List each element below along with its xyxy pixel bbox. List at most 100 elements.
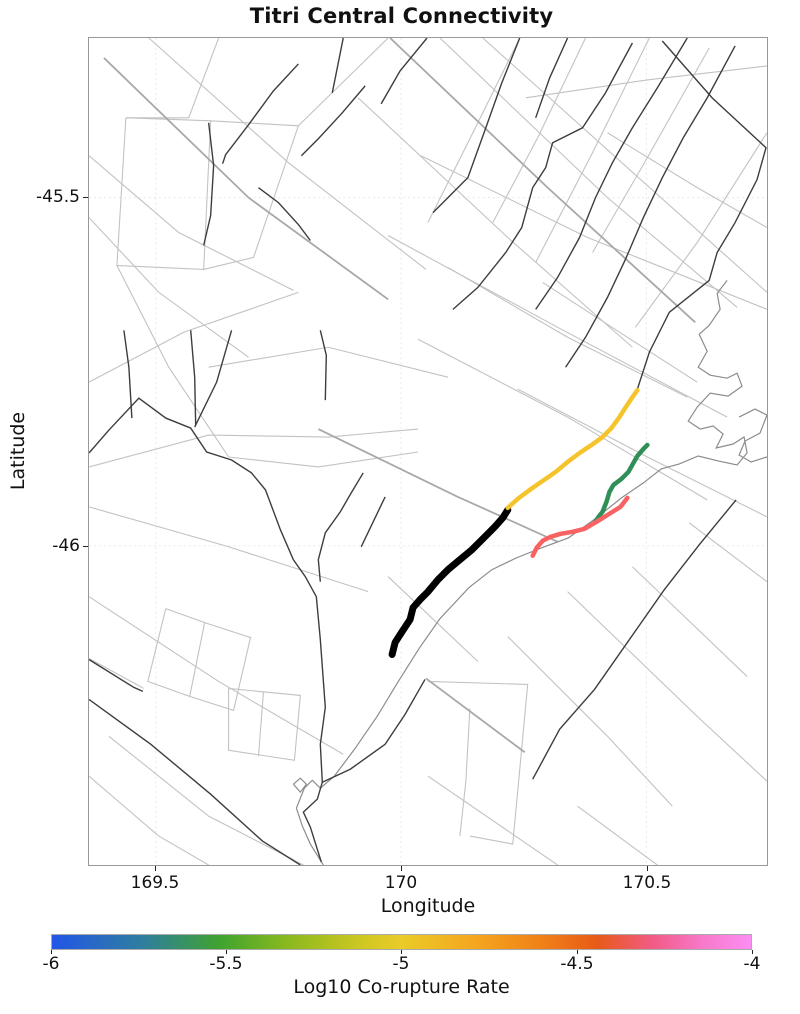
x-tick-label: 170.5 (622, 873, 672, 893)
chart-title: Titri Central Connectivity (249, 4, 554, 28)
light-fault-network (567, 591, 767, 782)
y-axis-label: Latitude (7, 411, 29, 491)
corupture-segment-green (592, 442, 650, 526)
dark-fault-lines (123, 330, 133, 419)
corupture-segment-yellow (505, 387, 640, 511)
light-fault-network (459, 708, 471, 837)
light-fault-network (89, 775, 209, 865)
light-fault-network (577, 805, 658, 865)
source-fault-line (388, 506, 512, 659)
light-fault-network (447, 266, 688, 398)
y-tick-mark (83, 546, 88, 547)
map-svg (89, 38, 767, 865)
coastline (292, 777, 308, 794)
dark-fault-lines (535, 38, 688, 310)
y-tick-mark (83, 197, 88, 198)
medium-fault-lines (425, 677, 526, 753)
x-tick-mark (401, 866, 402, 871)
coastline (295, 280, 748, 865)
light-fault-network (357, 97, 633, 348)
light-fault-network (482, 38, 767, 293)
colorbar-tick-label: -6 (42, 954, 60, 974)
light-fault-network (517, 388, 767, 518)
colorbar-tick-label: -5 (392, 954, 410, 974)
light-fault-network (535, 38, 650, 263)
x-tick-mark (647, 866, 648, 871)
medium-fault-lines (317, 428, 558, 543)
dark-fault-lines (221, 63, 299, 164)
medium-fault-lines (103, 57, 389, 301)
colorbar-gradient (51, 934, 752, 950)
light-fault-network (89, 658, 145, 689)
dark-fault-lines (331, 38, 344, 94)
dark-fault-lines (190, 330, 197, 426)
colorbar-tick-label: -4 (743, 954, 761, 974)
light-fault-network (297, 38, 389, 127)
dark-fault-lines (89, 698, 301, 865)
dark-fault-lines (194, 330, 233, 428)
dark-fault-lines (322, 679, 426, 783)
light-fault-network (417, 338, 708, 501)
coastline (738, 408, 767, 463)
dark-fault-lines (432, 38, 521, 214)
light-fault-network (387, 576, 479, 662)
x-tick-mark (155, 866, 156, 871)
light-fault-network (89, 217, 249, 358)
light-fault-network (592, 47, 710, 253)
colorbar-tick-mark (51, 950, 52, 954)
dark-fault-lines (89, 397, 327, 863)
colorbar-tick-label: -5.5 (209, 954, 243, 974)
dark-fault-lines (636, 40, 767, 390)
dark-fault-lines (535, 38, 569, 119)
light-fault-network (257, 691, 265, 757)
light-fault-network (125, 38, 220, 119)
light-fault-network (147, 608, 206, 698)
light-fault-network (607, 132, 767, 229)
light-fault-network (89, 506, 369, 593)
x-tick-label: 170 (384, 873, 418, 893)
dark-fault-lines (89, 658, 144, 693)
colorbar-tick-mark (226, 950, 227, 954)
dark-fault-lines (360, 496, 386, 548)
light-fault-network (427, 680, 529, 845)
light-fault-network (525, 65, 767, 99)
dark-fault-lines (258, 187, 311, 241)
light-fault-network (89, 155, 294, 291)
light-fault-network (189, 622, 252, 712)
light-fault-network (542, 281, 698, 383)
medium-fault-lines (389, 38, 696, 323)
light-fault-network (228, 451, 419, 468)
dark-fault-lines (380, 38, 428, 105)
light-fault-network (507, 636, 673, 807)
light-fault-network (427, 775, 558, 865)
colorbar-tick-label: -4.5 (560, 954, 594, 974)
colorbar-tick-mark (577, 950, 578, 954)
light-fault-network (89, 291, 299, 383)
light-fault-network (387, 235, 728, 418)
dark-fault-lines (532, 499, 737, 780)
light-fault-network (116, 117, 212, 271)
colorbar-tick-mark (401, 950, 402, 954)
dark-fault-lines (317, 472, 364, 582)
corupture-segment-red (530, 495, 630, 558)
dark-fault-lines (452, 42, 634, 310)
map-plot-area (88, 37, 768, 866)
light-fault-network (688, 522, 767, 583)
dark-fault-lines (300, 85, 366, 157)
light-fault-network (228, 687, 301, 761)
light-fault-network (492, 38, 587, 223)
light-fault-network (208, 346, 449, 378)
dark-fault-lines (565, 45, 736, 368)
x-tick-label: 169.5 (130, 873, 180, 893)
light-fault-network (632, 566, 748, 677)
dark-fault-lines (202, 122, 215, 246)
light-fault-network (203, 120, 300, 270)
colorbar-label: Log10 Co-rupture Rate (293, 976, 510, 998)
light-fault-network (427, 38, 521, 223)
light-fault-network (439, 38, 738, 308)
light-fault-network (89, 596, 344, 755)
y-tick-label: -45.5 (36, 187, 80, 207)
light-fault-network (116, 265, 230, 458)
y-tick-label: -46 (52, 536, 80, 556)
